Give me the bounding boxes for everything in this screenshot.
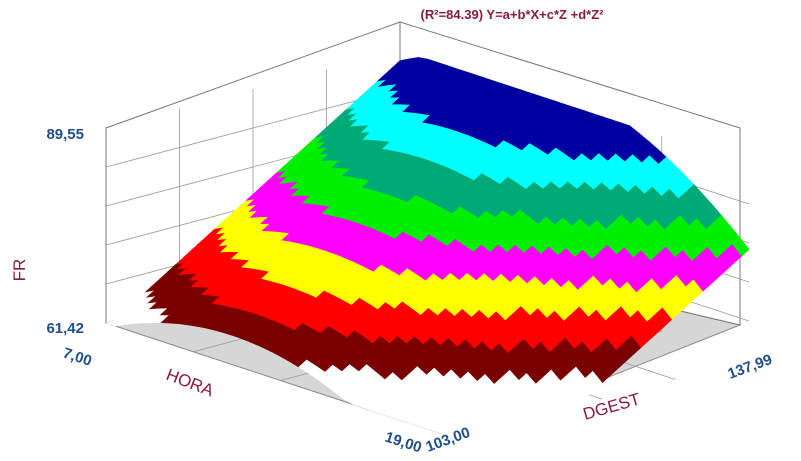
y-tick-min: 7,00 xyxy=(61,345,94,370)
z-axis-label: FR xyxy=(10,259,29,282)
surface-patch xyxy=(444,432,464,439)
z-tick-min: 61,42 xyxy=(46,320,84,337)
x-tick-max: 137,99 xyxy=(726,351,775,383)
y-tick-max: 19,00 xyxy=(383,429,424,457)
x-axis-label: DGEST xyxy=(581,389,643,423)
z-tick-max: 89,55 xyxy=(46,126,84,143)
y-axis-label: HORA xyxy=(164,365,217,401)
surface-mesh xyxy=(104,57,750,439)
chart-title: (R²=84.39) Y=a+b*X+c*Z +d*Z² xyxy=(421,7,605,22)
